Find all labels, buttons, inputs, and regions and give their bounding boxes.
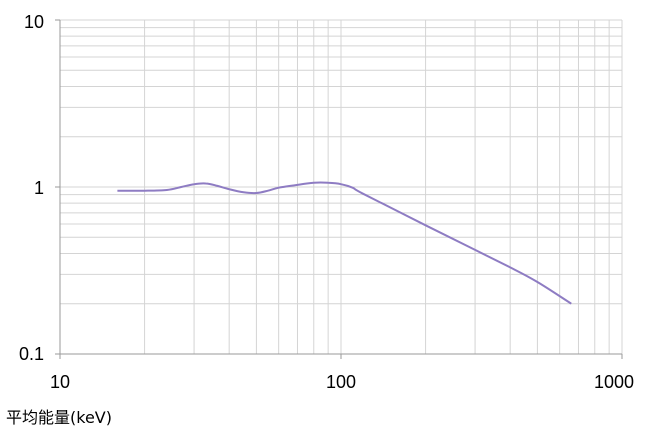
tick-labels: 10 1 0.1 10 100 1000 (19, 12, 634, 392)
y-tick-label-0.1: 0.1 (19, 344, 44, 364)
y-tick-label-10: 10 (24, 12, 44, 32)
grid (60, 20, 622, 354)
x-tick-label-100: 100 (326, 372, 356, 392)
x-tick-label-1000: 1000 (594, 372, 634, 392)
y-tick-label-1: 1 (34, 178, 44, 198)
series-line-0 (117, 183, 571, 304)
x-axis-label: 平均能量(keV) (6, 408, 112, 427)
x-tick-label-10: 10 (50, 372, 70, 392)
series-group (117, 183, 571, 304)
